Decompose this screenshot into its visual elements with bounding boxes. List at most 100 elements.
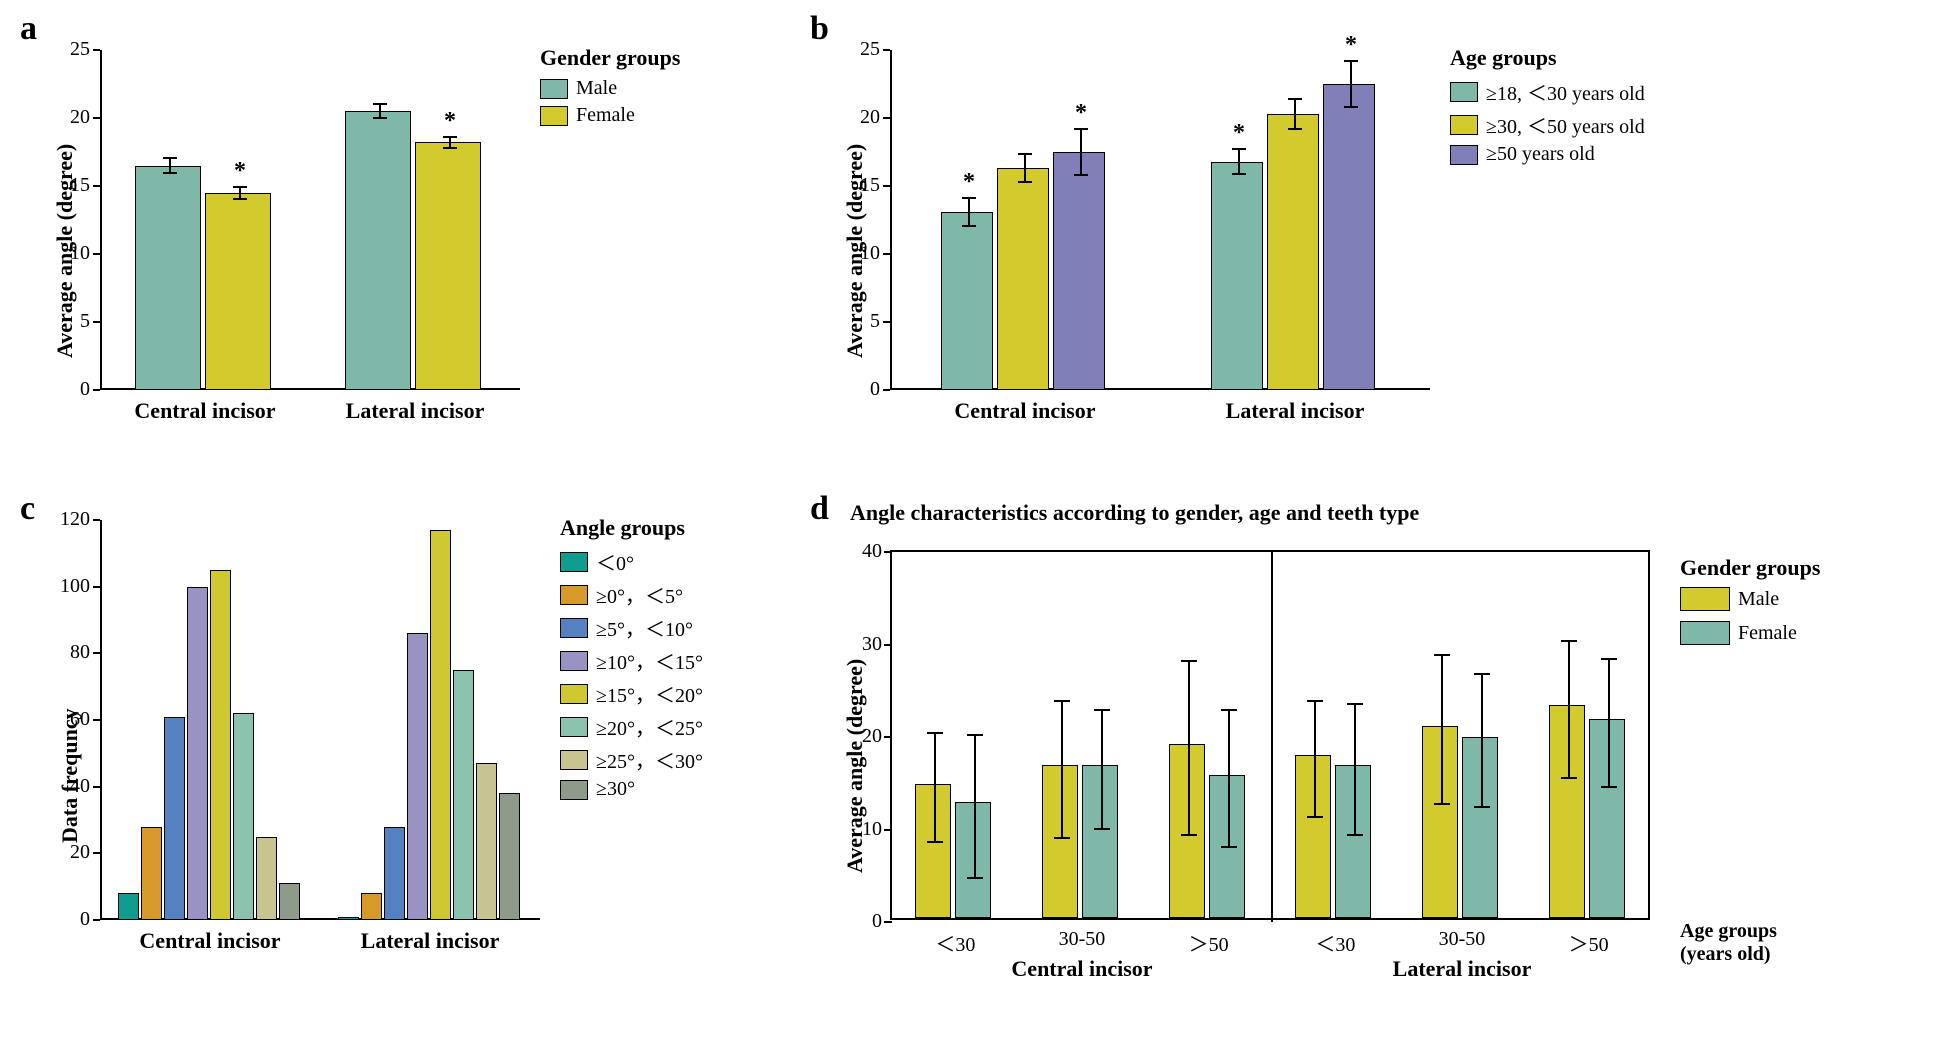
ytick-label: 0 — [842, 910, 882, 933]
ytick-label: 20 — [50, 106, 90, 129]
panel-b: b Average angle (degree) 0510152025**Cen… — [810, 20, 1910, 480]
legend-item: ≥10°，＜15° — [560, 646, 703, 675]
ytick-label: 20 — [842, 725, 882, 748]
bar — [384, 827, 405, 920]
bar — [415, 142, 481, 390]
bar — [345, 111, 411, 390]
legend-item: ≥30° — [560, 778, 703, 801]
legend-item: ≥50 years old — [1450, 143, 1645, 166]
bar — [453, 670, 474, 920]
legend-item: ≥0°，＜5° — [560, 580, 703, 609]
legend-a: Gender groups MaleFemale — [540, 45, 680, 131]
legend-item: ≥25°，＜30° — [560, 745, 703, 774]
legend-item: ≥15°，＜20° — [560, 679, 703, 708]
significance-mark: * — [1341, 32, 1361, 59]
bar — [361, 893, 382, 920]
bar — [118, 893, 139, 920]
xtick-label: Lateral incisor — [1160, 398, 1430, 424]
legend-c: Angle groups ＜0° ≥0°，＜5° ≥5°，＜10° ≥10°，＜15°… — [560, 515, 703, 805]
ytick-label: 25 — [50, 38, 90, 61]
panel-label-a: a — [20, 10, 37, 48]
panel-label-c: c — [20, 490, 35, 528]
ytick-label: 15 — [50, 174, 90, 197]
chart-area-d: 010203040＜3030-50＞50Central incisor＜3030… — [890, 550, 1650, 920]
legend-item: Male — [1680, 587, 1820, 611]
bar — [338, 917, 359, 920]
ytick-label: 0 — [50, 378, 90, 401]
xtick-label: Central incisor — [100, 928, 320, 954]
legend-item: ≥18, ＜30 years old — [1450, 77, 1645, 106]
age-label: ＜30 — [892, 928, 1019, 957]
bar — [141, 827, 162, 920]
ytick-label: 20 — [840, 106, 880, 129]
ytick-label: 120 — [50, 508, 90, 531]
xtick-label: Lateral incisor — [310, 398, 520, 424]
bar — [407, 633, 428, 920]
bar — [1211, 162, 1263, 390]
ytick-label: 60 — [50, 708, 90, 731]
legend-item: ≥5°，＜10° — [560, 613, 703, 642]
age-label: ＜30 — [1272, 928, 1399, 957]
legend-item: ＜0° — [560, 547, 703, 576]
ytick-label: 40 — [842, 540, 882, 563]
bar — [187, 587, 208, 920]
ytick-label: 10 — [842, 818, 882, 841]
bar — [941, 212, 993, 390]
ytick-label: 25 — [840, 38, 880, 61]
xtick-label: Central incisor — [100, 398, 310, 424]
ytick-label: 30 — [842, 633, 882, 656]
tooth-label: Lateral incisor — [1272, 956, 1652, 982]
ytick-label: 10 — [840, 242, 880, 265]
panel-a: a Average angle (degree) 0510152025*Cent… — [20, 20, 770, 480]
bar — [1267, 114, 1319, 390]
bar — [233, 713, 254, 920]
panel-d: d Angle characteristics according to gen… — [810, 500, 1910, 1020]
legend-item: Male — [540, 77, 680, 100]
xtick-label: Lateral incisor — [320, 928, 540, 954]
legend-item: Female — [540, 104, 680, 127]
age-label: ＞50 — [1525, 928, 1652, 957]
legend-title-c: Angle groups — [560, 515, 703, 541]
tooth-label: Central incisor — [892, 956, 1272, 982]
legend-item: Female — [1680, 621, 1820, 645]
chart-area-a: 0510152025*Central incisor*Lateral incis… — [100, 50, 520, 390]
bar — [499, 793, 520, 920]
age-label: 30-50 — [1399, 928, 1526, 951]
legend-item: ≥30, ＜50 years old — [1450, 110, 1645, 139]
panel-label-d: d — [810, 490, 829, 528]
significance-mark: * — [1229, 120, 1249, 147]
bar — [476, 763, 497, 920]
chart-area-b: 0510152025**Central incisor**Lateral inc… — [890, 50, 1430, 390]
ytick-label: 0 — [840, 378, 880, 401]
ytick-label: 15 — [840, 174, 880, 197]
panel-c: c Data frequncy 020406080100120Central i… — [20, 500, 770, 1020]
bar — [1323, 84, 1375, 390]
significance-mark: * — [440, 108, 460, 135]
panel-label-b: b — [810, 10, 829, 48]
significance-mark: * — [230, 158, 250, 185]
ytick-label: 10 — [50, 242, 90, 265]
legend-title-b: Age groups — [1450, 45, 1645, 71]
bar — [135, 166, 201, 390]
legend-d: Gender groups Male Female — [1680, 555, 1820, 655]
bar — [997, 168, 1049, 390]
xlabel-right-d: Age groups (years old) — [1680, 920, 1777, 966]
ytick-label: 20 — [50, 841, 90, 864]
significance-mark: * — [959, 169, 979, 196]
ytick-label: 100 — [50, 575, 90, 598]
significance-mark: * — [1071, 100, 1091, 127]
chart-area-c: 020406080100120Central incisorLateral in… — [100, 520, 540, 920]
bar — [430, 530, 451, 920]
ytick-label: 40 — [50, 775, 90, 798]
bar — [164, 717, 185, 920]
legend-title-d: Gender groups — [1680, 555, 1820, 581]
xtick-label: Central incisor — [890, 398, 1160, 424]
bar — [279, 883, 300, 920]
ytick-label: 80 — [50, 641, 90, 664]
age-label: ＞50 — [1145, 928, 1272, 957]
figure-grid: a Average angle (degree) 0510152025*Cent… — [20, 20, 1939, 1020]
legend-b: Age groups ≥18, ＜30 years old ≥30, ＜50 ye… — [1450, 45, 1645, 170]
ytick-label: 5 — [840, 310, 880, 333]
ytick-label: 5 — [50, 310, 90, 333]
title-d: Angle characteristics according to gende… — [850, 500, 1419, 526]
